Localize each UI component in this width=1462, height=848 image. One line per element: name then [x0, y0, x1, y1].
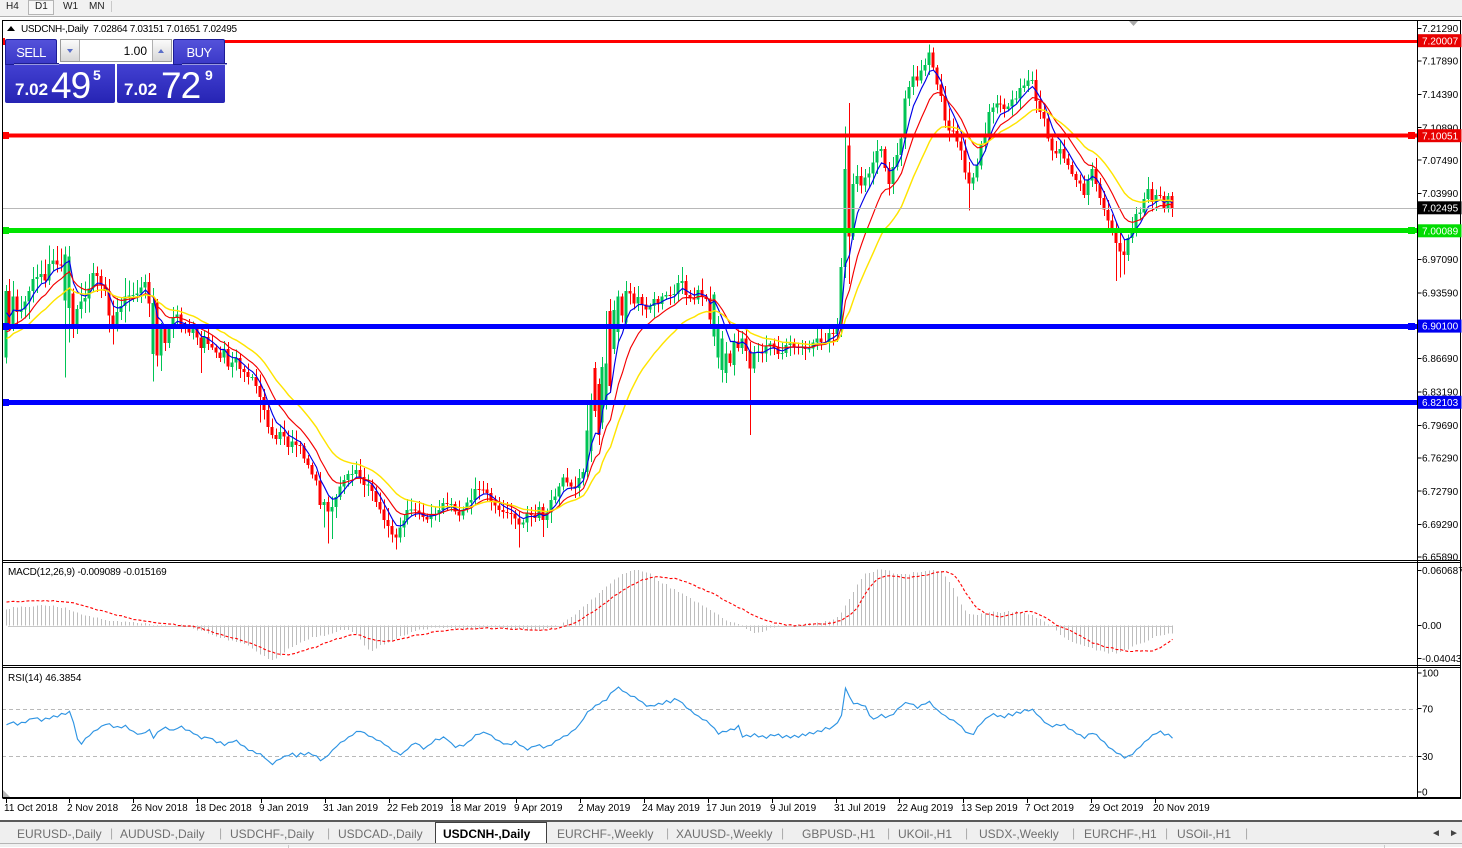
svg-text:7.14390: 7.14390 [1422, 90, 1459, 101]
svg-text:7.10051: 7.10051 [1422, 131, 1459, 142]
svg-text:RSI(14) 46.3854: RSI(14) 46.3854 [8, 673, 82, 684]
svg-text:6.83190: 6.83190 [1422, 388, 1459, 399]
svg-text:2 May 2019: 2 May 2019 [578, 803, 631, 814]
svg-text:7.07490: 7.07490 [1422, 156, 1459, 167]
svg-text:13 Sep 2019: 13 Sep 2019 [961, 803, 1018, 814]
svg-text:30: 30 [1422, 752, 1434, 763]
svg-text:0.00: 0.00 [1422, 621, 1442, 632]
svg-text:6.93590: 6.93590 [1422, 288, 1459, 299]
svg-text:24 May 2019: 24 May 2019 [642, 803, 700, 814]
svg-text:7 Oct 2019: 7 Oct 2019 [1025, 803, 1074, 814]
svg-text:11 Oct 2018: 11 Oct 2018 [4, 803, 58, 814]
svg-text:7.02495: 7.02495 [1422, 203, 1459, 214]
svg-text:6.82103: 6.82103 [1422, 398, 1459, 409]
svg-text:7.03990: 7.03990 [1422, 189, 1459, 200]
svg-text:6.76290: 6.76290 [1422, 453, 1459, 464]
svg-text:7.10890: 7.10890 [1422, 123, 1459, 134]
svg-text:20 Nov 2019: 20 Nov 2019 [1153, 803, 1210, 814]
svg-text:26 Nov 2018: 26 Nov 2018 [131, 803, 188, 814]
svg-text:18 Mar 2019: 18 Mar 2019 [450, 803, 507, 814]
svg-text:17 Jun 2019: 17 Jun 2019 [706, 803, 761, 814]
svg-text:MACD(12,26,9) -0.009089 -0.015: MACD(12,26,9) -0.009089 -0.015169 [8, 567, 167, 578]
svg-text:70: 70 [1422, 704, 1434, 715]
svg-text:6.79690: 6.79690 [1422, 421, 1459, 432]
svg-text:7.17890: 7.17890 [1422, 57, 1459, 68]
svg-text:31 Jan 2019: 31 Jan 2019 [323, 803, 378, 814]
svg-text:6.90100: 6.90100 [1422, 322, 1459, 333]
svg-text:18 Dec 2018: 18 Dec 2018 [195, 803, 252, 814]
svg-text:6.69290: 6.69290 [1422, 520, 1459, 531]
svg-text:7.20007: 7.20007 [1422, 36, 1459, 47]
svg-text:22 Feb 2019: 22 Feb 2019 [387, 803, 444, 814]
svg-text:29 Oct 2019: 29 Oct 2019 [1089, 803, 1144, 814]
svg-text:31 Jul 2019: 31 Jul 2019 [834, 803, 886, 814]
svg-text:0.060687: 0.060687 [1422, 566, 1462, 577]
svg-text:USDCNH-,Daily 7.02864 7.03151: USDCNH-,Daily 7.02864 7.03151 7.01651 7.… [21, 24, 238, 35]
svg-text:100: 100 [1422, 669, 1439, 680]
svg-text:0: 0 [1422, 788, 1428, 799]
svg-text:9 Jul 2019: 9 Jul 2019 [770, 803, 817, 814]
svg-text:6.72790: 6.72790 [1422, 487, 1459, 498]
svg-text:9 Jan 2019: 9 Jan 2019 [259, 803, 309, 814]
svg-text:2 Nov 2018: 2 Nov 2018 [67, 803, 119, 814]
svg-text:7.21290: 7.21290 [1422, 24, 1459, 35]
svg-text:6.97090: 6.97090 [1422, 255, 1459, 266]
svg-text:-0.040432: -0.040432 [1422, 654, 1462, 665]
svg-text:6.65890: 6.65890 [1422, 553, 1459, 564]
svg-text:6.86690: 6.86690 [1422, 354, 1459, 365]
svg-text:22 Aug 2019: 22 Aug 2019 [897, 803, 954, 814]
svg-text:9 Apr 2019: 9 Apr 2019 [514, 803, 563, 814]
svg-text:7.00089: 7.00089 [1422, 226, 1459, 237]
